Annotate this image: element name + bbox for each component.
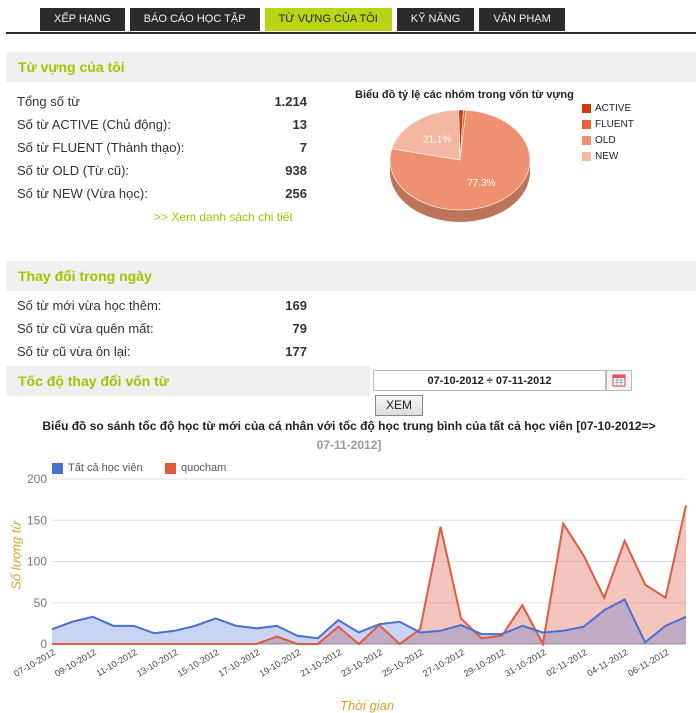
vocab-stat-value: 13 — [292, 117, 307, 132]
pie-legend-swatch — [582, 119, 591, 129]
calendar-icon — [612, 374, 626, 387]
tab-1[interactable]: BÁO CÁO HỌC TẬP — [129, 8, 260, 31]
x-tick-label: 13-10-2012 — [135, 647, 180, 679]
y-tick-label: 100 — [27, 555, 47, 569]
tab-0[interactable]: XẾP HẠNG — [40, 8, 125, 31]
pie-legend-swatch — [582, 151, 591, 161]
detail-list-link[interactable]: >> Xem danh sách chi tiết — [154, 210, 293, 224]
legend-all-students: Tất cả học viên — [52, 462, 143, 474]
pie-legend-label: ACTIVE — [595, 102, 632, 114]
vocab-stat-value: 938 — [285, 163, 307, 178]
x-tick-label: 31-10-2012 — [503, 647, 548, 679]
daily-stat-row: Số từ cũ vừa quên mất: 79 — [17, 321, 307, 344]
x-tick-label: 11-10-2012 — [95, 647, 139, 678]
x-tick-label: 21-10-2012 — [298, 647, 343, 679]
pie-legend-label: OLD — [595, 134, 616, 146]
line-series-1 — [52, 505, 687, 648]
pie-legend-swatch — [582, 103, 591, 113]
tab-2[interactable]: TỪ VỰNG CỦA TÔI — [264, 8, 392, 31]
legend-swatch-all-students — [52, 462, 63, 474]
y-tick-label: 200 — [27, 472, 47, 486]
area-series-0 — [52, 599, 686, 644]
pie-slice-new — [391, 109, 461, 161]
view-button[interactable]: XEM — [375, 395, 423, 416]
daily-stat-value: 177 — [285, 344, 307, 359]
y-tick-label: 50 — [34, 596, 48, 610]
x-tick-label: 23-10-2012 — [339, 647, 384, 679]
x-tick-label: 02-11-2012 — [544, 647, 588, 678]
x-tick-label: 17-10-2012 — [217, 647, 262, 679]
pie-legend-label: FLUENT — [595, 118, 634, 130]
pie-legend-item: OLD — [582, 132, 634, 148]
pie-side — [390, 160, 530, 222]
pie-data-label-new: 21.1% — [423, 135, 451, 146]
legend-label-all-students: Tất cả học viên — [68, 462, 143, 474]
legend-quocham: quocham — [165, 462, 226, 474]
pie-legend-swatch — [582, 135, 591, 145]
daily-section-title: Thay đổi trong ngày — [18, 268, 152, 284]
vocab-pie-chart: 77.3% 21.1% — [389, 109, 531, 222]
date-range-input[interactable]: 07-10-2012 ÷ 07-11-2012 — [373, 370, 606, 391]
daily-stat-row: Số từ cũ vừa ôn lại: 177 — [17, 344, 307, 367]
pie-legend-item: NEW — [582, 148, 634, 164]
vocab-stat-row: Số từ FLUENT (Thành thạo): 7 — [17, 140, 307, 163]
x-tick-label: 29-10-2012 — [462, 647, 507, 679]
x-axis-label: Thời gian — [340, 698, 395, 713]
vocab-stat-label: Số từ OLD (Từ cũ): — [17, 163, 130, 178]
vocab-stat-label: Tổng số từ — [17, 94, 80, 109]
daily-stat-label: Số từ mới vừa học thêm: — [17, 298, 162, 313]
x-tick-label: 04-11-2012 — [585, 647, 629, 678]
vocab-stat-label: Số từ ACTIVE (Chủ động): — [17, 117, 171, 132]
area-series-1 — [52, 505, 686, 644]
vocab-stat-value: 7 — [299, 140, 307, 155]
vocab-stat-row: Tổng số từ 1.214 — [17, 94, 307, 117]
pie-data-label-old: 77.3% — [467, 178, 495, 189]
vocab-stat-row: Số từ ACTIVE (Chủ động): 13 — [17, 117, 307, 140]
daily-stat-row: Số từ mới vừa học thêm: 169 — [17, 298, 307, 321]
vocab-section-header: Từ vựng của tôi — [6, 52, 696, 82]
x-tick-label: 27-10-2012 — [421, 647, 466, 679]
pie-legend-item: ACTIVE — [582, 100, 634, 116]
pie-legend-item: FLUENT — [582, 116, 634, 132]
x-tick-label: 07-10-2012 — [12, 647, 57, 679]
vocab-section-title: Từ vựng của tôi — [18, 59, 125, 75]
x-tick-label: 15-10-2012 — [176, 647, 221, 679]
pie-chart-title: Biểu đồ tỷ lệ các nhóm trong vốn từ vựng — [355, 89, 574, 101]
daily-section-header: Thay đổi trong ngày — [6, 261, 696, 291]
vocab-stat-value: 1.214 — [274, 94, 307, 109]
daily-stat-label: Số từ cũ vừa quên mất: — [17, 321, 154, 336]
legend-swatch-quocham — [165, 462, 176, 474]
tab-3[interactable]: KỸ NĂNG — [396, 8, 475, 31]
line-series-0 — [51, 598, 687, 644]
pie-legend: ACTIVE FLUENT OLD NEW — [582, 100, 634, 164]
x-tick-label: 25-10-2012 — [380, 647, 425, 679]
daily-stat-value: 79 — [292, 321, 307, 336]
tab-4[interactable]: VĂN PHẠM — [479, 8, 565, 31]
vocab-stat-value: 256 — [285, 186, 307, 201]
line-chart-title-sub: 07-11-2012] — [316, 438, 382, 452]
line-chart-title-main: Biểu đồ so sánh tốc độ học từ mới của cá… — [42, 419, 656, 433]
y-tick-label: 0 — [40, 637, 47, 651]
line-chart-title: Biểu đồ so sánh tốc độ học từ mới của cá… — [0, 417, 698, 455]
daily-stat-value: 169 — [285, 298, 307, 313]
legend-label-quocham: quocham — [181, 462, 227, 474]
speed-section-title: Tốc độ thay đổi vốn từ — [18, 373, 169, 389]
speed-section-header: Tốc độ thay đổi vốn từ — [6, 366, 370, 396]
calendar-button[interactable] — [606, 370, 632, 391]
main-tabs: XẾP HẠNG BÁO CÁO HỌC TẬP TỪ VỰNG CỦA TÔI KỸ… — [40, 8, 565, 31]
learning-speed-chart: 0 50 100 150 200 07-10-201209-10-201211-10-20… — [12, 472, 687, 679]
vocab-stat-row: Số từ OLD (Từ cũ): 938 — [17, 163, 307, 186]
pie-side-old — [390, 160, 530, 222]
x-tick-label: 06-11-2012 — [626, 647, 670, 678]
vocab-stat-label: Số từ FLUENT (Thành thạo): — [17, 140, 185, 155]
daily-stat-label: Số từ cũ vừa ôn lại: — [17, 344, 131, 359]
tab-underline — [6, 32, 696, 34]
vocab-stat-row: Số từ NEW (Vừa học): 256 — [17, 186, 307, 209]
vocab-stat-label: Số từ NEW (Vừa học): — [17, 186, 148, 201]
y-tick-label: 150 — [27, 513, 47, 527]
pie-legend-label: NEW — [595, 150, 619, 162]
x-tick-label: 19-10-2012 — [258, 647, 303, 679]
x-tick-label: 09-10-2012 — [53, 647, 98, 679]
